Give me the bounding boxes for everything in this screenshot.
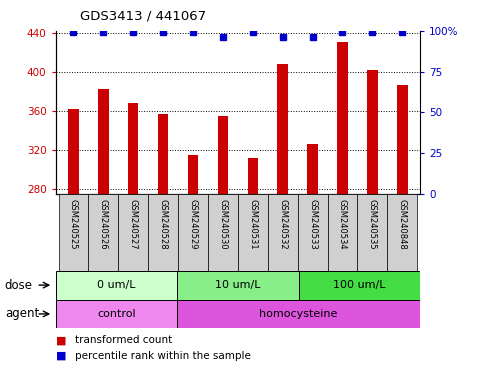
Text: ■: ■ <box>56 351 66 361</box>
Bar <box>68 109 79 194</box>
Bar <box>387 194 417 271</box>
Text: GSM240529: GSM240529 <box>188 199 198 250</box>
Text: percentile rank within the sample: percentile rank within the sample <box>75 351 251 361</box>
Bar <box>177 271 298 300</box>
Text: GSM240527: GSM240527 <box>129 199 138 250</box>
Bar <box>357 194 387 271</box>
Bar <box>118 194 148 271</box>
Text: GSM240526: GSM240526 <box>99 199 108 250</box>
Text: GSM240525: GSM240525 <box>69 199 78 250</box>
Bar <box>397 86 408 194</box>
Bar <box>178 194 208 271</box>
Bar <box>58 194 88 271</box>
Text: ■: ■ <box>56 335 66 346</box>
Bar <box>277 64 288 194</box>
Text: GSM240848: GSM240848 <box>398 199 407 250</box>
Text: GSM240531: GSM240531 <box>248 199 257 250</box>
Bar <box>128 103 139 194</box>
Text: 0 um/L: 0 um/L <box>97 280 136 290</box>
Text: GSM240535: GSM240535 <box>368 199 377 250</box>
Bar <box>268 194 298 271</box>
Text: transformed count: transformed count <box>75 335 172 346</box>
Text: GSM240532: GSM240532 <box>278 199 287 250</box>
Text: GSM240528: GSM240528 <box>158 199 168 250</box>
Text: dose: dose <box>5 279 33 291</box>
Bar <box>327 194 357 271</box>
Bar <box>148 194 178 271</box>
Bar <box>208 194 238 271</box>
Bar <box>56 300 177 328</box>
Bar <box>88 194 118 271</box>
Bar <box>367 70 378 194</box>
Bar <box>98 89 109 194</box>
Text: GSM240534: GSM240534 <box>338 199 347 250</box>
Text: GSM240530: GSM240530 <box>218 199 227 250</box>
Bar <box>298 271 420 300</box>
Bar <box>177 300 420 328</box>
Bar <box>337 43 348 194</box>
Bar <box>248 158 258 194</box>
Bar <box>238 194 268 271</box>
Bar <box>158 114 169 194</box>
Bar <box>218 116 228 194</box>
Bar <box>298 194 327 271</box>
Text: homocysteine: homocysteine <box>259 309 338 319</box>
Text: GDS3413 / 441067: GDS3413 / 441067 <box>80 10 206 23</box>
Text: agent: agent <box>5 308 39 320</box>
Bar <box>188 155 199 194</box>
Text: 100 um/L: 100 um/L <box>333 280 386 290</box>
Text: GSM240533: GSM240533 <box>308 199 317 250</box>
Bar <box>307 144 318 194</box>
Bar <box>56 271 177 300</box>
Text: control: control <box>97 309 136 319</box>
Text: 10 um/L: 10 um/L <box>215 280 261 290</box>
